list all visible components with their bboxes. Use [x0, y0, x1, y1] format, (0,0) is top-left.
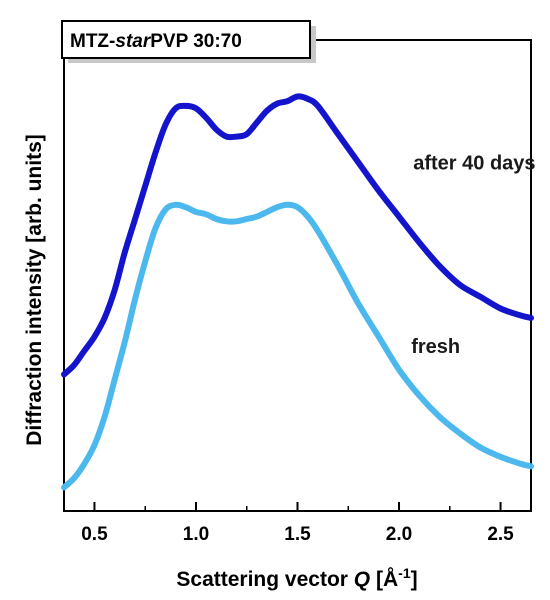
- x-tick-label: 2.0: [386, 524, 412, 545]
- annotation-after-40-days: after 40 days: [413, 153, 535, 175]
- plot-frame: [63, 39, 532, 512]
- x-tick-label: 2.5: [487, 524, 514, 545]
- x-tick-label: 1.5: [284, 524, 311, 545]
- title-box: [61, 20, 311, 59]
- y-axis-label: Diffraction intensity [arb. units]: [23, 134, 46, 446]
- x-tick-label: 1.0: [183, 524, 209, 545]
- x-axis-ticks: 0.5 1.0 1.5 2.0 2.5: [81, 502, 514, 545]
- series-line-fresh: [61, 201, 534, 491]
- series-layer: [61, 93, 534, 491]
- x-axis-label: Scattering vector Q [Å-1]: [176, 565, 417, 591]
- chart-title: MTZ-starPVP 30:70: [70, 31, 242, 52]
- x-tick-label: 0.5: [81, 524, 108, 545]
- series-line-after-40-days: [61, 93, 534, 378]
- annotation-fresh: fresh: [411, 336, 460, 358]
